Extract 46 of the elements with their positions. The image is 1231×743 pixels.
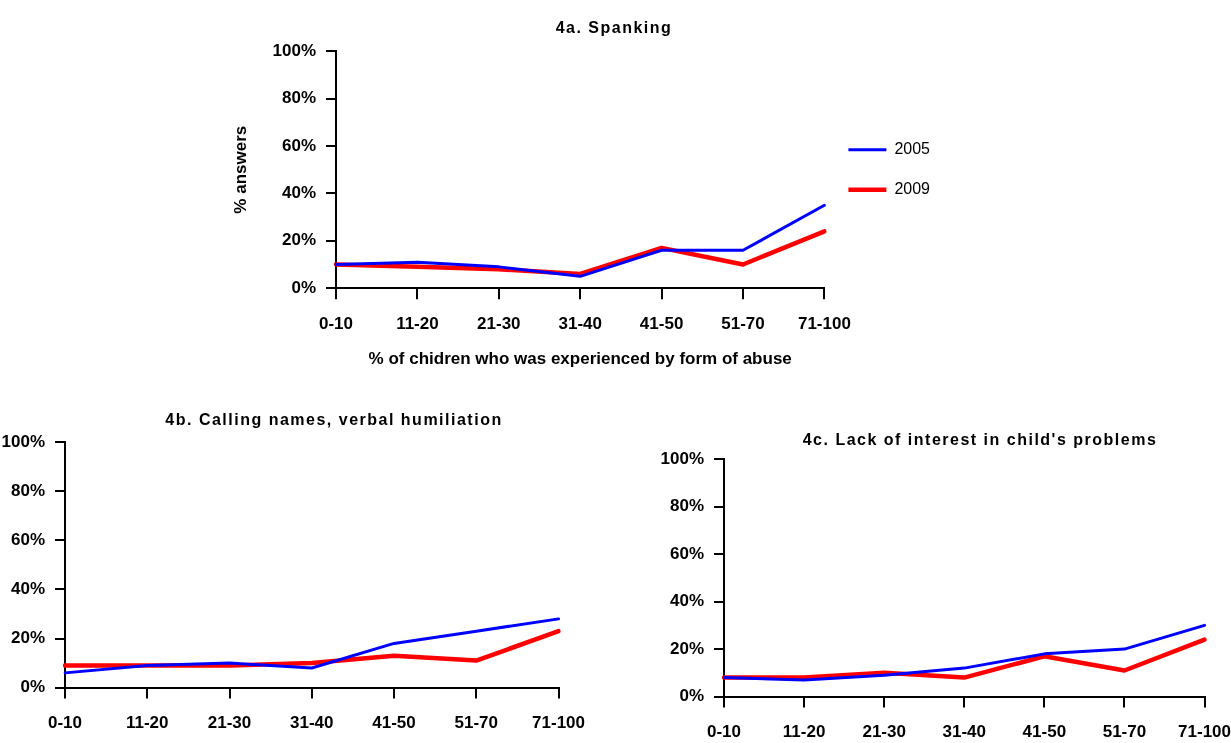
x-tick-label: 0-10 <box>706 722 742 742</box>
y-tick-label: 60% <box>10 530 45 550</box>
y-axis-title: % answers <box>230 125 250 214</box>
x-tick-label: 71-100 <box>532 713 585 733</box>
x-tick-label: 41-50 <box>639 314 684 334</box>
x-tick-label: 41-50 <box>372 713 416 733</box>
legend-label: 2005 <box>894 140 931 158</box>
x-tick-label: 21-30 <box>862 722 906 742</box>
x-tick-label: 31-40 <box>942 722 987 742</box>
y-tick-label: 60% <box>281 135 316 155</box>
y-tick-label: 20% <box>281 230 316 250</box>
y-tick-label: 20% <box>10 628 45 648</box>
y-tick-label: 60% <box>669 543 704 563</box>
y-tick-label: 80% <box>281 88 316 108</box>
x-tick-label: 31-40 <box>558 314 602 334</box>
x-axis-title: % of chidren who was experienced by form of abuse <box>368 349 792 369</box>
x-tick-label: 11-20 <box>396 314 439 334</box>
y-tick-label: 0% <box>679 686 704 706</box>
x-tick-label: 71-100 <box>797 314 851 334</box>
x-tick-label: 51-70 <box>454 713 499 733</box>
y-tick-label: 40% <box>281 183 316 203</box>
y-tick-label: 100% <box>272 40 316 60</box>
legend-label: 2009 <box>894 180 931 198</box>
x-tick-label: 51-70 <box>721 314 765 334</box>
y-tick-label: 0% <box>20 677 45 697</box>
y-tick-label: 80% <box>10 480 45 500</box>
chart-title: 4b. Calling names, verbal humiliation <box>165 410 503 430</box>
y-tick-label: 80% <box>669 496 704 516</box>
y-tick-label: 20% <box>669 638 704 658</box>
x-tick-label: 0-10 <box>318 314 354 334</box>
x-tick-label: 21-30 <box>477 314 521 334</box>
y-tick-label: 0% <box>291 277 316 297</box>
y-tick-label: 40% <box>669 591 704 611</box>
x-tick-label: 11-20 <box>782 722 826 742</box>
y-tick-label: 40% <box>10 579 45 599</box>
y-tick-label: 100% <box>660 448 704 468</box>
x-tick-label: 21-30 <box>207 713 252 733</box>
chart-title: 4a. Spanking <box>555 18 673 38</box>
chart-title: 4c. Lack of interest in child's problems <box>802 430 1158 450</box>
x-tick-label: 0-10 <box>47 713 83 733</box>
x-tick-label: 41-50 <box>1022 722 1067 742</box>
x-tick-label: 51-70 <box>1102 722 1147 742</box>
y-tick-label: 100% <box>1 431 45 451</box>
x-tick-label: 71-100 <box>1178 722 1231 742</box>
x-tick-label: 31-40 <box>290 713 334 733</box>
x-tick-label: 11-20 <box>125 713 169 733</box>
